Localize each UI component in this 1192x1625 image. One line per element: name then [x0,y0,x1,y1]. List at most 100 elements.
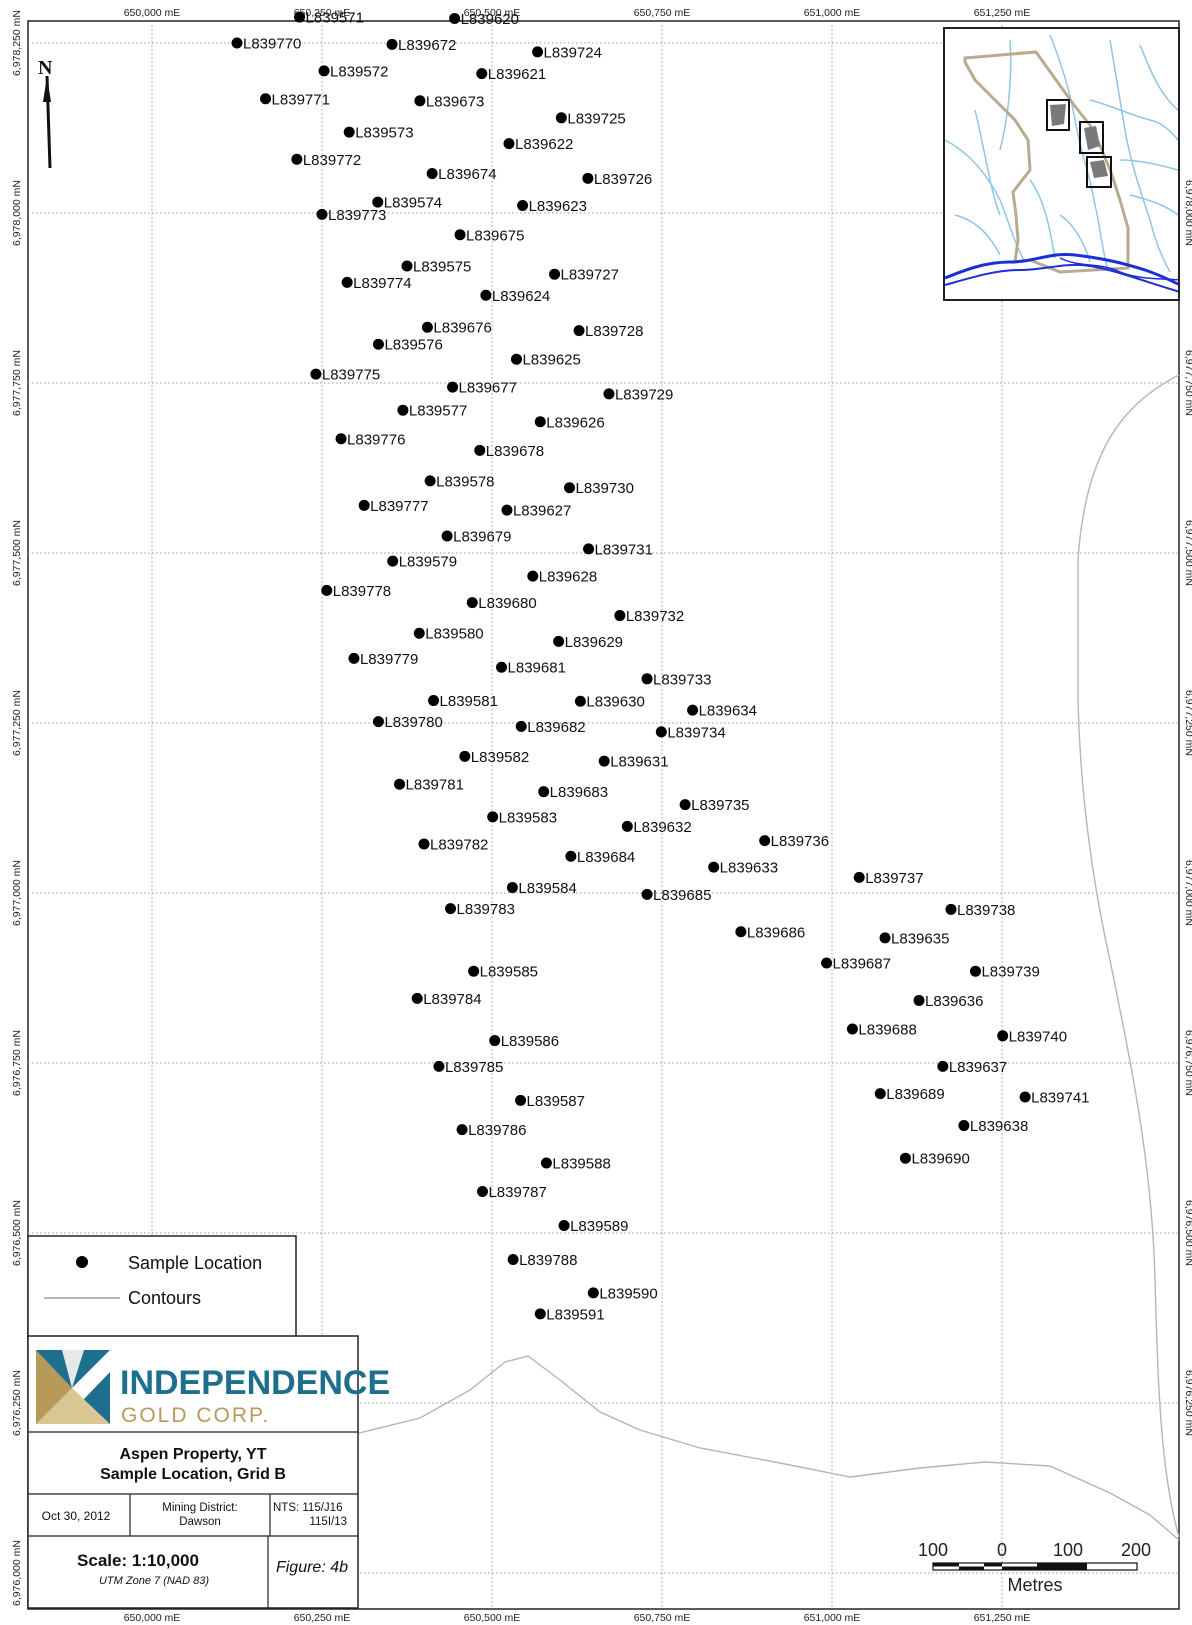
sample-label: L839636 [925,993,983,1010]
sample-point: L839636 [913,993,983,1010]
sample-point: L839578 [424,473,495,490]
sample-dot-icon [507,1254,519,1266]
sample-label: L839589 [570,1218,628,1235]
sample-dot-icon [341,276,353,288]
inset-river [945,252,1178,293]
sample-point: L839734 [655,724,726,741]
sample-dot-icon [574,695,586,707]
sample-label: L839787 [488,1184,546,1201]
sample-point: L839626 [534,414,605,431]
sample-label: L839728 [585,323,643,340]
sample-dot-icon [603,388,615,400]
sample-label: L839571 [306,10,364,27]
sample-dot-icon [501,504,513,516]
sample-label: L839634 [699,703,757,720]
sample-label: L839739 [981,964,1039,981]
sample-point: L839580 [413,626,484,643]
sample-label: L839588 [552,1155,610,1172]
sample-label: L839771 [272,91,330,108]
sample-label: L839682 [527,719,585,736]
sample-label: L839585 [480,964,538,981]
sample-label: L839687 [833,956,891,973]
sample-dot-icon [503,138,515,150]
nts-label: NTS: 115/J16 [273,1502,342,1514]
easting-label-bottom: 651,000 mE [804,1612,861,1624]
sample-label: L839727 [561,267,619,284]
sample-dot-icon [343,126,355,138]
sample-label: L839582 [471,749,529,766]
sample-point: L839584 [506,880,577,897]
sample-dot-icon [426,168,438,180]
sample-dot-icon [413,627,425,639]
sample-dot-icon [687,704,699,716]
sample-label: L839676 [433,320,491,337]
sample-label: L839741 [1031,1090,1089,1107]
sample-label: L839628 [539,569,597,586]
sample-dot-icon [411,992,423,1004]
sample-label: L839783 [457,901,515,918]
sample-point: L839775 [310,367,380,384]
scale-label-0: 0 [997,1540,1007,1560]
sample-point: L839778 [321,583,391,600]
sample-point: L839581 [428,693,498,710]
sample-point: L839627 [501,503,571,520]
sample-dot-icon [418,838,430,850]
sample-label: L839731 [595,541,653,558]
sample-point: L839685 [641,887,711,904]
sample-dot-icon [386,38,398,50]
sample-label: L839785 [445,1059,503,1076]
sample-label: L839621 [488,66,546,83]
sample-point: L839773 [316,207,386,224]
northing-label-left: 6,976,750 mN [11,1030,23,1096]
northing-label-right: 6,977,250 mN [1183,690,1192,756]
northing-label-right: 6,976,750 mN [1183,1030,1192,1096]
sample-dot-icon [480,289,492,301]
easting-label-top: 650,250 mE [294,7,351,19]
scale-label-100-right: 100 [1053,1540,1083,1560]
sample-dot-icon [454,229,466,241]
sample-dot-icon [958,1120,970,1132]
sample-dot-icon [445,903,457,915]
easting-label-bottom: 650,750 mE [634,1612,691,1624]
sample-label: L839638 [970,1118,1028,1135]
sample-dot-icon [459,750,471,762]
northing-label-left: 6,976,250 mN [11,1370,23,1436]
sample-dot-icon [421,321,433,333]
north-label: N [38,57,53,79]
sample-label: L839630 [586,694,644,711]
sample-label: L839780 [384,714,442,731]
sample-point: L839572 [318,63,388,80]
sample-label: L839626 [546,414,604,431]
sample-point: L839725 [555,110,626,127]
sample-dot-icon [573,325,585,337]
sample-point: L839787 [476,1184,547,1201]
sample-dot-icon [558,1220,570,1232]
sample-point: L839634 [687,703,757,720]
sample-dot-icon [318,65,330,77]
sample-dot-icon [945,903,957,915]
northing-label-right: 6,976,500 mN [1183,1200,1192,1266]
sample-point: L839589 [558,1218,628,1235]
sample-point: L839588 [540,1155,611,1172]
sample-point: L839689 [874,1086,945,1103]
sample-label: L839737 [865,870,923,887]
map-frame [27,20,1180,1610]
sample-locations: L839722L839619L839671L839723L839571L8396… [231,0,1090,1323]
sample-label: L839580 [425,626,483,643]
sample-label: L839740 [1009,1028,1067,1045]
sample-label: L839584 [518,880,576,897]
sample-label: L839678 [486,443,544,460]
sample-dot-icon [969,965,981,977]
sample-point: L839633 [708,860,778,877]
sample-point: L839730 [564,480,634,497]
sample-point: L839774 [341,275,412,292]
sample-point: L839783 [445,901,515,918]
sample-dot-icon [291,153,303,165]
sample-dot-icon [913,994,925,1006]
coordinate-labels: 650,000 mE 650,000 mE 650,250 mE 650,250 mE… [11,7,1192,1624]
sample-dot-icon [655,726,667,738]
easting-label-bottom: 650,000 mE [124,1612,181,1624]
sample-point: L839583 [487,809,557,826]
sample-label: L839729 [615,386,673,403]
